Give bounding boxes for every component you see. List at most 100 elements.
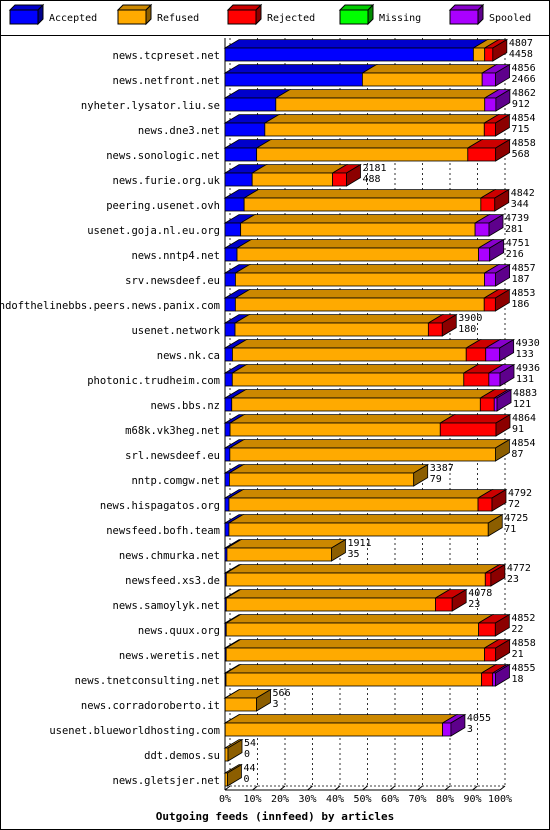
accepted-value-label: 21 [512,649,524,660]
accepted-value-label: 344 [511,199,529,210]
x-tick-mark [473,786,478,790]
total-value-label: 4858 [512,138,536,149]
x-tick-mark [253,786,258,790]
bar-row: news.nk.ca4930133 [157,338,540,362]
category-label: news.tnetconsulting.net [75,675,220,687]
accepted-value-label: 23 [468,599,480,610]
x-tick-label: 70% [408,794,426,805]
bar-segment [241,223,475,236]
total-value-label: 4930 [516,338,540,349]
bar-segment [493,673,496,686]
x-axis-title: Outgoing feeds (innfeed) by articles [156,810,394,823]
bar-segment [237,248,479,261]
total-value-label: 44 [243,763,255,774]
bar-segment [225,698,256,711]
bar-segment [265,123,484,136]
total-value-label: 4852 [511,613,535,624]
bar-segment [232,398,481,411]
category-label: news.quux.org [138,625,220,637]
bar-row: ddt.demos.su540 [144,738,256,762]
bar-segment [257,148,468,161]
bar-segment-top [362,65,496,73]
bar-row: srl.newsdeef.eu485487 [125,438,535,462]
bar-segment [484,298,495,311]
accepted-value-label: 72 [508,499,520,510]
bar-segment [226,648,484,661]
bar-segment [229,523,488,536]
bar-segment [478,498,492,511]
bar-segment [225,398,232,411]
category-label: ddt.demos.su [144,750,220,762]
bar-segment [226,573,485,586]
category-label: news.furie.org.uk [113,175,221,187]
accepted-value-label: 0 [243,774,249,785]
bar-segment [225,73,362,86]
bar-segment [225,498,229,511]
bar-segment-top [225,65,376,73]
bar-segment-top [230,415,454,423]
category-label: news.nntp4.net [131,250,220,262]
accepted-value-label: 0 [244,749,250,760]
bar-segment [225,123,265,136]
bar-segment [225,748,228,761]
total-value-label: 4725 [504,513,528,524]
total-value-label: 4858 [512,638,536,649]
category-label: news.netfront.net [113,75,220,87]
bar-segment [479,248,490,261]
accepted-value-label: 91 [512,424,524,435]
bar-segment [485,48,493,61]
bar-segment-top [252,165,346,173]
bar-segment [475,223,489,236]
x-tick-label: 50% [353,794,371,805]
x-tick-label: 80% [436,794,454,805]
bar-segment [276,98,485,111]
bar-segment [225,323,235,336]
accepted-value-label: 187 [512,274,530,285]
legend-item-rejected: Rejected [228,5,315,24]
category-label: nntp.comgw.net [131,475,220,487]
bar-segment-top [232,340,480,348]
bar-row: news.weretis.net485821 [119,638,536,662]
category-label: endofthelinebbs.peers.news.panix.com [0,300,220,312]
legend: Accepted Refused Rejected Missing Spooled [10,5,531,24]
bar-segment [225,448,230,461]
x-tick-label: 40% [326,794,344,805]
category-label: srl.newsdeef.eu [125,450,220,462]
bar-row: usenet.network3900180 [131,313,482,337]
bar-segment-top [235,315,442,323]
bar-segment [333,173,347,186]
bar-segment [464,373,489,386]
accepted-value-label: 22 [511,624,523,635]
bar-segment-top [226,590,449,598]
bar-segment-top [229,515,502,523]
category-label: photonic.trudheim.com [87,375,220,387]
bar-segment [235,323,428,336]
category-label: usenet.goja.nl.eu.org [87,225,220,237]
accepted-value-label: 3 [467,724,473,735]
bar-row: news.gletsjer.net 440 [113,763,256,787]
accepted-value-label: 79 [430,474,442,485]
total-value-label: 3900 [458,313,482,324]
x-tick-label: 90% [463,794,481,805]
total-value-label: 4862 [512,88,536,99]
total-value-label: 4854 [511,113,535,124]
accepted-value-label: 715 [511,124,529,135]
x-tick-mark [445,786,450,790]
legend-swatch [228,10,256,24]
bar-row: nyheter.lysator.liu.se4862912 [81,88,536,112]
category-label: news.nk.ca [157,350,220,362]
accepted-value-label: 2466 [512,74,536,85]
category-label: srv.newsdeef.eu [125,275,220,287]
category-label: news.gletsjer.net [113,775,220,787]
bar-segment [484,123,495,136]
bar-row: news.bbs.nz4883121 [150,388,537,412]
bar-segment-top [226,640,498,648]
accepted-value-label: 216 [506,249,524,260]
x-tick-mark [225,786,230,790]
total-value-label: 4883 [513,388,537,399]
legend-label: Refused [157,13,199,24]
